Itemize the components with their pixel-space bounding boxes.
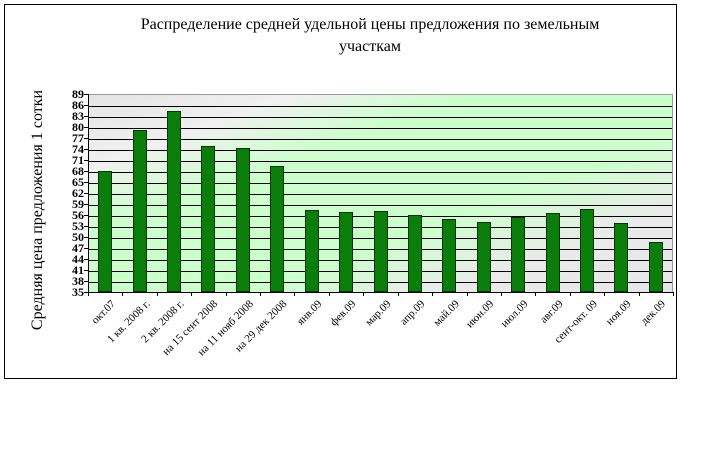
x-tick-mark (397, 292, 399, 296)
y-tick-mark (84, 193, 88, 194)
x-tick-mark (466, 292, 468, 296)
x-tick-mark (569, 292, 571, 296)
bar (407, 215, 422, 292)
y-tick-label: 38 (72, 274, 84, 288)
x-tick-mark (88, 292, 89, 296)
y-tick-mark (84, 116, 88, 117)
x-tick-mark (638, 292, 640, 296)
y-tick-label: 35 (72, 285, 84, 299)
x-tick-mark (122, 292, 124, 296)
y-tick-mark (84, 281, 88, 282)
y-tick-label: 89 (72, 87, 84, 101)
y-tick-label: 68 (72, 164, 84, 178)
gridline (88, 172, 672, 173)
y-tick-mark (84, 138, 88, 139)
bar (167, 110, 182, 292)
y-tick-mark (84, 237, 88, 238)
y-axis-line (88, 94, 89, 293)
bar (614, 223, 629, 292)
chart-title-line-1: Распределение средней удельной цены пред… (140, 16, 600, 33)
y-tick-label: 62 (72, 186, 84, 200)
y-tick-label: 59 (72, 197, 84, 211)
y-tick-mark (84, 226, 88, 227)
gridline (88, 161, 672, 162)
y-tick-label: 65 (72, 175, 84, 189)
y-tick-mark (84, 171, 88, 172)
y-tick-mark (84, 248, 88, 249)
y-tick-mark (84, 215, 88, 216)
gridline (88, 194, 672, 195)
gridline (88, 106, 672, 107)
bar (476, 221, 491, 292)
y-tick-mark (84, 270, 88, 271)
x-tick-mark (294, 292, 296, 296)
gridline (88, 139, 672, 140)
y-tick-mark (84, 292, 88, 293)
x-tick-mark (432, 292, 434, 296)
x-tick-mark (191, 292, 193, 296)
chart-title-line-2: участкам (339, 38, 401, 55)
y-tick-mark (84, 182, 88, 183)
y-tick-label: 71 (72, 153, 84, 167)
x-tick-mark (260, 292, 262, 296)
gridline (88, 117, 672, 118)
gridline (88, 150, 672, 151)
y-tick-label: 47 (72, 241, 84, 255)
y-tick-mark (84, 127, 88, 128)
y-tick-label: 86 (72, 98, 84, 112)
y-tick-label: 44 (72, 252, 84, 266)
y-tick-label: 50 (72, 230, 84, 244)
x-tick-mark (535, 292, 537, 296)
x-tick-mark (156, 292, 158, 296)
y-axis-label: Средняя цена предложения 1 сотки (29, 89, 46, 331)
gridline (88, 205, 672, 206)
gridline (88, 128, 672, 129)
chart-title: Распределение средней удельной цены пред… (90, 14, 650, 58)
x-tick-mark (604, 292, 606, 296)
bar (442, 218, 457, 292)
y-tick-label: 77 (72, 131, 84, 145)
y-tick-label: 41 (72, 263, 84, 277)
y-tick-mark (84, 259, 88, 260)
y-tick-label: 83 (72, 109, 84, 123)
bar (270, 165, 285, 292)
bar (98, 171, 113, 292)
y-tick-mark (84, 204, 88, 205)
bar (201, 146, 216, 292)
gridline (88, 183, 672, 184)
y-tick-mark (84, 160, 88, 161)
bar (373, 211, 388, 292)
bar (648, 242, 663, 292)
x-tick-mark (225, 292, 227, 296)
bar (339, 212, 354, 292)
y-tick-mark (84, 94, 88, 95)
x-axis-line (88, 292, 673, 293)
y-tick-label: 74 (72, 142, 84, 156)
y-tick-label: 53 (72, 219, 84, 233)
x-tick-mark (673, 292, 674, 296)
bar (304, 210, 319, 292)
x-tick-mark (328, 292, 330, 296)
bar (545, 213, 560, 292)
bar (511, 217, 526, 292)
bar (235, 148, 250, 292)
bar (132, 129, 147, 292)
x-tick-mark (363, 292, 365, 296)
y-tick-label: 80 (72, 120, 84, 134)
y-tick-label: 56 (72, 208, 84, 222)
y-tick-mark (84, 105, 88, 106)
y-tick-mark (84, 149, 88, 150)
x-tick-mark (500, 292, 502, 296)
bar (579, 209, 594, 292)
